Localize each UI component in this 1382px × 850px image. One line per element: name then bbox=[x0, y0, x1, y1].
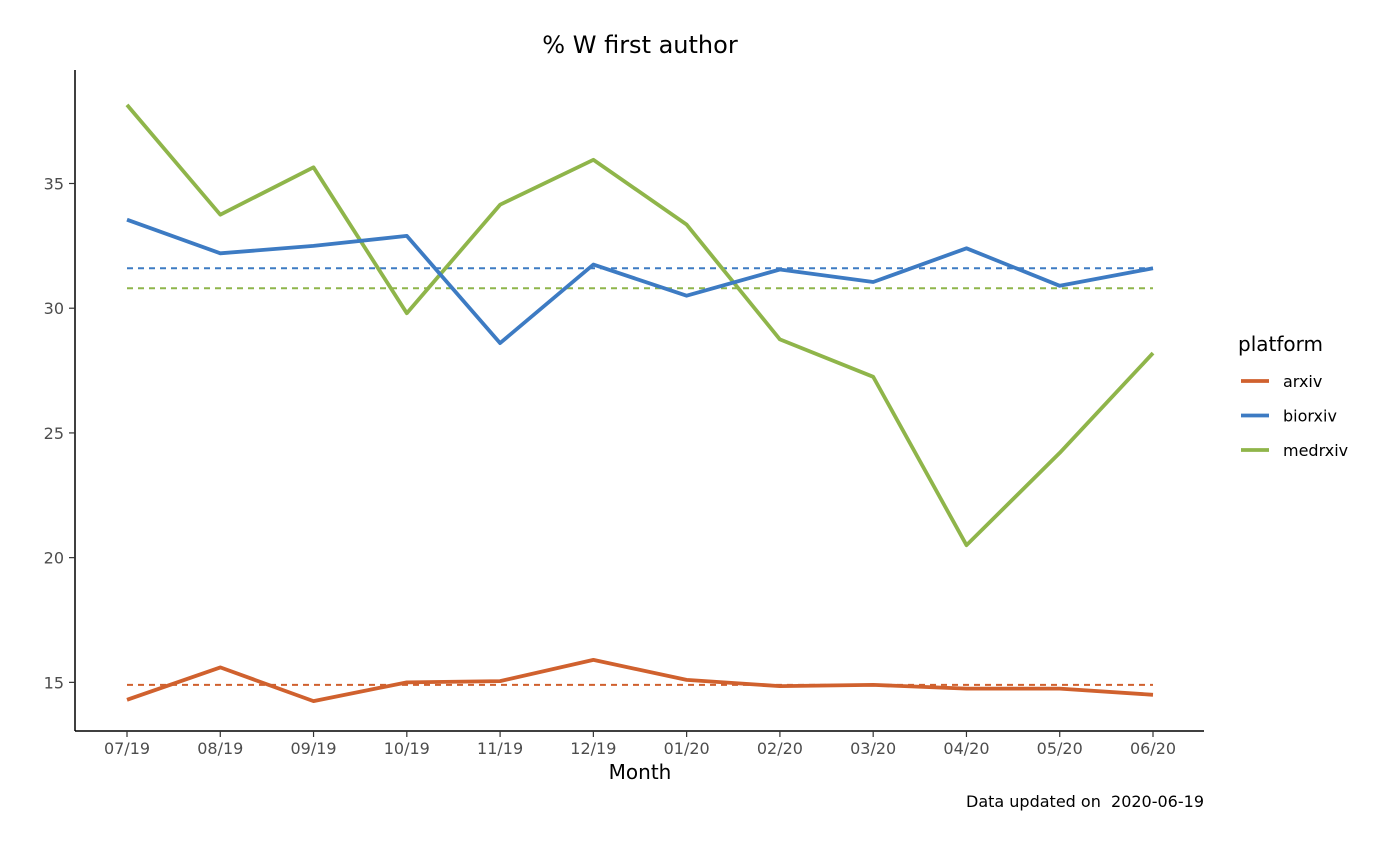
legend-item-biorxiv: biorxiv bbox=[1241, 407, 1337, 426]
x-tick-label: 09/19 bbox=[290, 739, 336, 758]
x-tick-label: 11/19 bbox=[477, 739, 523, 758]
chart-caption: Data updated on 2020-06-19 bbox=[966, 792, 1204, 811]
series-lines bbox=[125, 103, 1155, 703]
x-axis-title: Month bbox=[609, 760, 672, 784]
x-tick-label: 01/20 bbox=[664, 739, 710, 758]
legend-item-medrxiv: medrxiv bbox=[1241, 441, 1348, 460]
chart-title: % W first author bbox=[542, 31, 738, 59]
legend-title: platform bbox=[1238, 332, 1323, 356]
x-tick-label: 07/19 bbox=[104, 739, 150, 758]
x-tick-label: 12/19 bbox=[570, 739, 616, 758]
x-tick-label: 06/20 bbox=[1130, 739, 1176, 758]
legend-label: biorxiv bbox=[1283, 407, 1337, 426]
x-tick-label: 04/20 bbox=[943, 739, 989, 758]
series-line-medrxiv bbox=[125, 103, 1155, 548]
legend-label: medrxiv bbox=[1283, 441, 1348, 460]
x-tick-label: 02/20 bbox=[757, 739, 803, 758]
legend-label: arxiv bbox=[1283, 372, 1322, 391]
y-axis-ticks: 15 20 25 30 35 bbox=[44, 174, 75, 692]
y-tick-label: 35 bbox=[44, 174, 64, 193]
y-tick-label: 30 bbox=[44, 299, 64, 318]
series-line-biorxiv bbox=[126, 217, 1154, 346]
series-line-arxiv bbox=[126, 658, 1154, 703]
x-tick-label: 10/19 bbox=[384, 739, 430, 758]
x-tick-label: 08/19 bbox=[197, 739, 243, 758]
x-axis-ticks: 07/19 08/19 09/19 10/19 11/19 12/19 01/20 02/20… bbox=[104, 731, 1176, 758]
legend-item-arxiv: arxiv bbox=[1241, 372, 1322, 391]
x-tick-label: 05/20 bbox=[1037, 739, 1083, 758]
legend: platform arxiv biorxiv medrxiv bbox=[1238, 332, 1348, 460]
y-tick-label: 15 bbox=[44, 673, 64, 692]
legend-items: arxiv biorxiv medrxiv bbox=[1241, 372, 1348, 460]
plot-area bbox=[125, 103, 1155, 703]
y-tick-label: 20 bbox=[44, 549, 64, 568]
mean-lines bbox=[127, 267, 1153, 686]
y-tick-label: 25 bbox=[44, 424, 64, 443]
x-tick-label: 03/20 bbox=[850, 739, 896, 758]
